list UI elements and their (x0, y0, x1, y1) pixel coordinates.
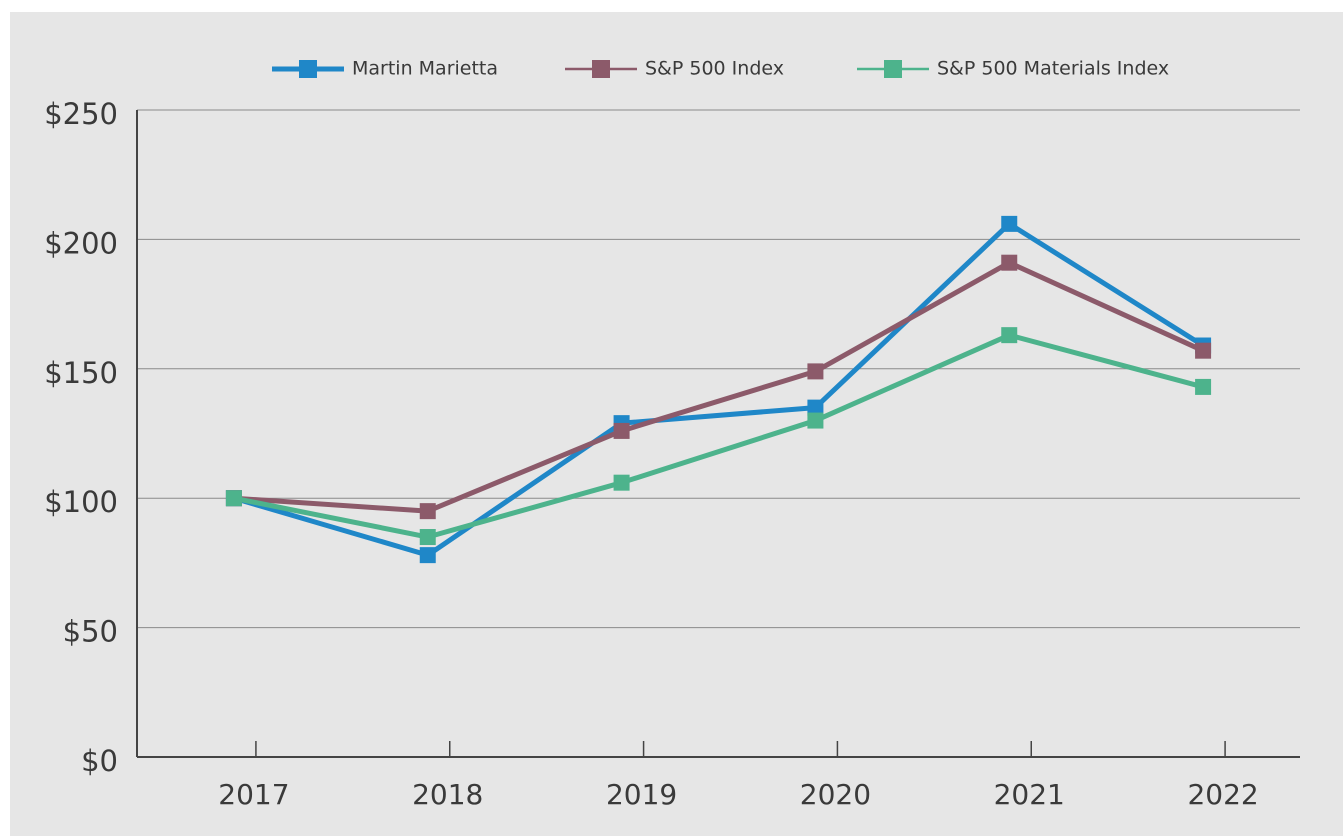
x-tick-label: 2022 (1187, 778, 1258, 811)
point (807, 412, 824, 429)
point (419, 529, 436, 546)
point (419, 547, 436, 564)
x-tick-label: 2019 (606, 778, 677, 811)
x-tick-label: 2021 (994, 778, 1065, 811)
y-tick-label: $0 (81, 744, 118, 778)
legend-label: S&P 500 Index (645, 58, 784, 80)
y-tick-label: $200 (44, 226, 118, 260)
y-tick-label: $50 (63, 615, 118, 649)
point (613, 474, 630, 491)
x-tick-label: 2017 (218, 778, 289, 811)
series-line (233, 221, 1205, 558)
point (807, 399, 824, 416)
point (225, 490, 242, 507)
point (613, 422, 630, 439)
legend-marker (299, 60, 317, 78)
series-line (233, 260, 1205, 514)
y-tick-label: $150 (44, 356, 118, 390)
legend-label: Martin Marietta (352, 58, 498, 80)
point (1001, 215, 1018, 232)
point (807, 363, 824, 380)
point (419, 503, 436, 520)
chart-background (10, 12, 1343, 836)
legend-marker (884, 60, 902, 78)
legend-marker (592, 60, 610, 78)
point (1001, 254, 1018, 271)
x-tick-label: 2018 (412, 778, 483, 811)
y-tick-label: $250 (44, 97, 118, 131)
series-line (233, 332, 1204, 540)
y-tick-label: $100 (44, 485, 118, 519)
point (1195, 342, 1212, 359)
legend-label: S&P 500 Materials Index (937, 58, 1169, 80)
point (1195, 378, 1212, 395)
x-tick-label: 2020 (800, 778, 871, 811)
point (1001, 327, 1018, 344)
